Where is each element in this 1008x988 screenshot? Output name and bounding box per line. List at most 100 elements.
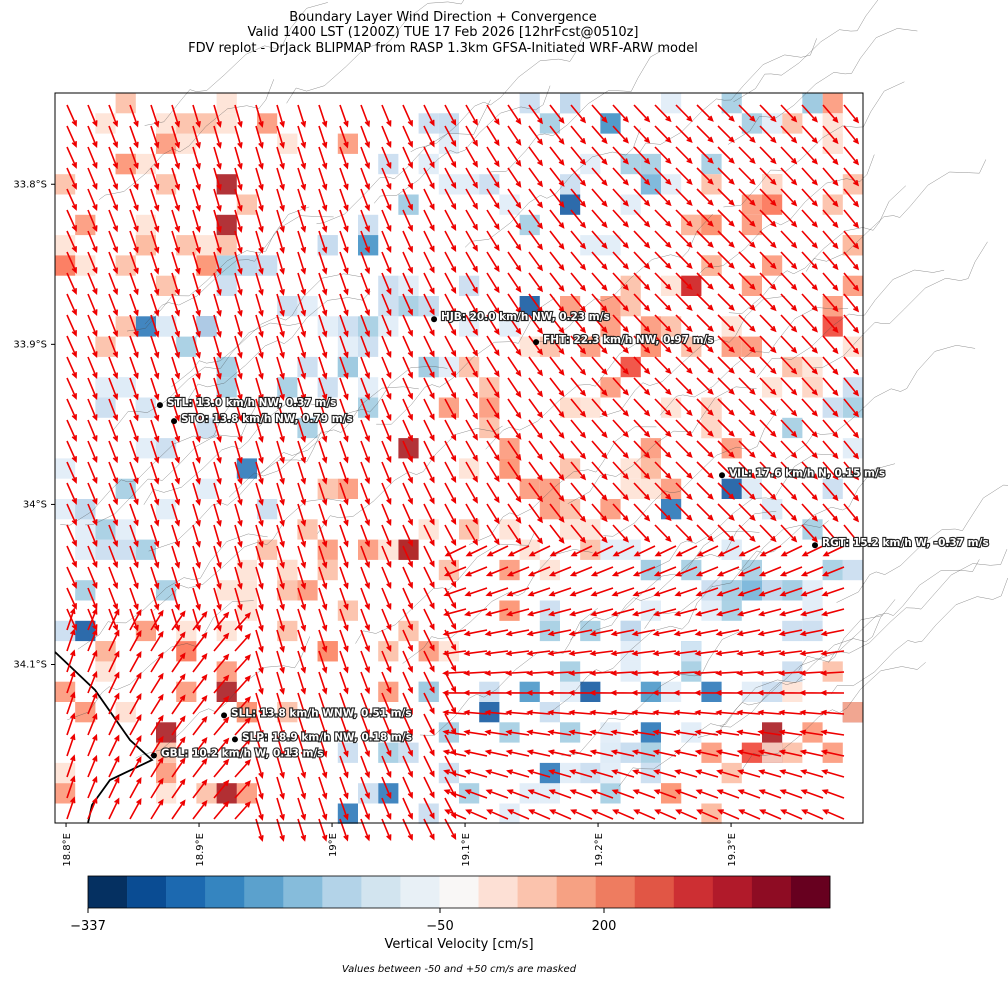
arrow xyxy=(738,293,756,312)
arrow xyxy=(297,692,307,716)
arrow xyxy=(129,482,139,506)
arrow xyxy=(654,419,672,438)
cell xyxy=(216,275,237,296)
arrow xyxy=(255,419,264,443)
arrow xyxy=(318,167,328,191)
colorbar-bin xyxy=(322,876,362,908)
cell xyxy=(358,235,379,256)
arrow xyxy=(87,566,98,589)
arrow xyxy=(780,524,798,543)
arrow xyxy=(402,398,413,421)
arrow xyxy=(213,524,222,548)
arrow xyxy=(612,251,629,270)
cell xyxy=(115,539,136,560)
arrow xyxy=(549,272,565,292)
arrow xyxy=(192,167,201,191)
arrow xyxy=(526,670,551,676)
contour xyxy=(317,425,503,534)
arrow xyxy=(381,461,392,485)
arrow xyxy=(507,545,530,557)
arrow xyxy=(716,769,740,778)
arrow xyxy=(87,503,98,526)
arrow xyxy=(507,209,522,230)
arrow xyxy=(696,440,714,458)
arrow xyxy=(570,314,587,334)
arrow xyxy=(87,461,98,484)
arrow xyxy=(87,335,98,358)
arrow xyxy=(822,545,845,557)
coastline xyxy=(54,651,154,824)
cell xyxy=(842,438,863,459)
arrow xyxy=(423,461,435,484)
arrow xyxy=(108,209,118,233)
arrow xyxy=(66,356,77,379)
cell xyxy=(640,681,661,702)
arrow xyxy=(611,769,635,778)
cell xyxy=(842,174,863,195)
arrow xyxy=(171,587,181,611)
arrow xyxy=(675,524,693,543)
arrow xyxy=(360,167,370,191)
arrow xyxy=(778,670,803,676)
arrow xyxy=(780,482,798,501)
arrow xyxy=(717,809,740,820)
arrow xyxy=(549,356,565,376)
arrow xyxy=(360,650,370,674)
arrow xyxy=(821,769,845,778)
cell xyxy=(741,113,762,134)
arrow xyxy=(486,272,500,294)
arrow xyxy=(339,776,349,800)
arrow xyxy=(129,735,142,757)
arrow xyxy=(213,251,222,275)
arrow xyxy=(654,398,672,417)
arrow xyxy=(381,440,392,464)
cell xyxy=(499,559,520,581)
arrow xyxy=(548,587,572,597)
arrow xyxy=(423,566,435,589)
arrow xyxy=(612,482,629,501)
arrow xyxy=(318,734,328,758)
arrow xyxy=(610,689,635,696)
arrow xyxy=(150,440,160,464)
cell xyxy=(216,580,237,601)
arrow xyxy=(129,167,139,191)
arrow xyxy=(108,167,118,191)
arrow xyxy=(255,104,264,128)
arrow xyxy=(276,230,285,254)
cell xyxy=(156,275,177,296)
arrow xyxy=(108,671,120,694)
arrow xyxy=(526,629,551,637)
arrow xyxy=(129,440,139,464)
arrow xyxy=(526,709,551,716)
arrow xyxy=(255,671,264,695)
arrow xyxy=(108,356,118,380)
cell xyxy=(337,356,358,378)
cell xyxy=(741,742,762,763)
cell xyxy=(75,519,96,540)
arrow xyxy=(66,712,76,736)
arrow xyxy=(696,356,714,374)
arrow xyxy=(318,230,328,254)
arrow xyxy=(150,482,160,506)
cell xyxy=(55,255,76,276)
arrow xyxy=(820,709,845,716)
cell xyxy=(135,235,156,256)
cell xyxy=(620,296,641,317)
arrow xyxy=(297,818,307,842)
arrow xyxy=(780,503,798,522)
arrow xyxy=(129,545,139,569)
cell xyxy=(822,559,843,581)
arrow xyxy=(318,545,328,569)
arrow xyxy=(297,209,307,233)
arrow xyxy=(653,566,677,577)
arrow xyxy=(381,209,392,233)
arrow xyxy=(591,461,608,481)
arrow xyxy=(402,251,413,274)
cell xyxy=(822,194,843,215)
arrow xyxy=(318,398,328,422)
arrow xyxy=(673,629,698,637)
arrow xyxy=(505,670,530,676)
arrow xyxy=(654,146,672,165)
arrow xyxy=(549,545,572,557)
arrow xyxy=(486,809,509,820)
